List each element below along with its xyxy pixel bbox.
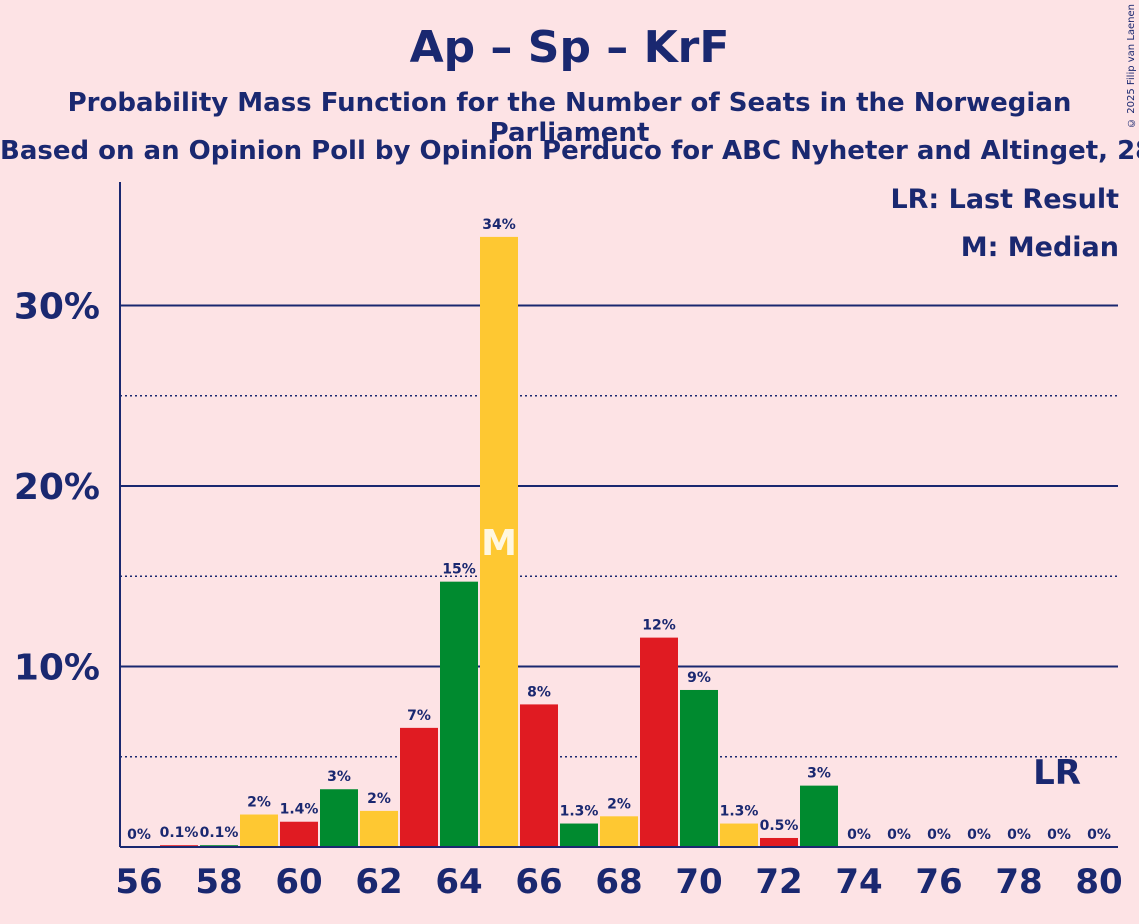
bar <box>400 727 438 847</box>
bar <box>680 689 718 847</box>
x-tick-label: 76 <box>915 862 962 902</box>
data-label: 0% <box>927 827 951 843</box>
x-tick-label: 60 <box>275 862 322 902</box>
x-tick-label: 78 <box>995 862 1042 902</box>
bar <box>760 837 798 847</box>
bar <box>720 823 758 847</box>
data-label: 1.3% <box>560 804 599 820</box>
data-label: 3% <box>807 766 831 782</box>
bar <box>360 810 398 847</box>
data-label: 0% <box>967 827 991 843</box>
bar <box>320 789 358 847</box>
legend-median: M: Median <box>960 232 1119 263</box>
chart-title: Ap – Sp – KrF <box>409 22 730 73</box>
data-label: 12% <box>642 618 676 634</box>
bar <box>640 637 678 847</box>
y-tick-label: 20% <box>14 467 100 508</box>
bar <box>560 823 598 847</box>
bar <box>480 236 518 847</box>
data-label: 8% <box>527 684 551 700</box>
bar <box>280 821 318 847</box>
data-label: 1.4% <box>280 802 319 818</box>
data-label: 3% <box>327 769 351 785</box>
data-label: 9% <box>687 670 711 686</box>
data-label: 0.5% <box>760 818 799 834</box>
x-tick-label: 56 <box>115 862 162 902</box>
data-label: 2% <box>367 791 391 807</box>
data-label: 0% <box>1087 827 1111 843</box>
data-label: 1.3% <box>720 804 759 820</box>
median-marker: M <box>481 523 517 564</box>
data-label: 0.1% <box>200 825 239 841</box>
chart-source-line: Based on an Opinion Poll by Opinion Perd… <box>0 136 1139 166</box>
legend-last-result: LR: Last Result <box>890 184 1119 215</box>
data-label: 0% <box>127 827 151 843</box>
data-label: 0.1% <box>160 825 199 841</box>
data-label: 0% <box>887 827 911 843</box>
x-tick-label: 70 <box>675 862 722 902</box>
data-label: 0% <box>1047 827 1071 843</box>
chart-subtitle: Probability Mass Function for the Number… <box>67 88 1072 148</box>
x-tick-label: 66 <box>515 862 562 902</box>
bar <box>600 816 638 847</box>
bar <box>800 785 838 847</box>
data-label: 2% <box>247 795 271 811</box>
y-tick-label: 30% <box>14 287 100 328</box>
x-tick-label: 72 <box>755 862 802 902</box>
data-label: 15% <box>442 562 476 578</box>
data-label: 0% <box>1007 827 1031 843</box>
x-tick-label: 58 <box>195 862 242 902</box>
x-tick-label: 74 <box>835 862 882 902</box>
bar <box>440 581 478 847</box>
x-tick-label: 64 <box>435 862 482 902</box>
last-result-marker: LR <box>1033 753 1081 793</box>
x-tick-label: 62 <box>355 862 402 902</box>
bar <box>240 814 278 847</box>
x-tick-label: 68 <box>595 862 642 902</box>
data-label: 2% <box>607 796 631 812</box>
y-tick-label: 10% <box>14 648 100 689</box>
data-label: 0% <box>847 827 871 843</box>
bar <box>520 704 558 847</box>
data-label: 34% <box>482 217 516 233</box>
data-label: 7% <box>407 708 431 724</box>
x-tick-label: 80 <box>1075 862 1122 902</box>
